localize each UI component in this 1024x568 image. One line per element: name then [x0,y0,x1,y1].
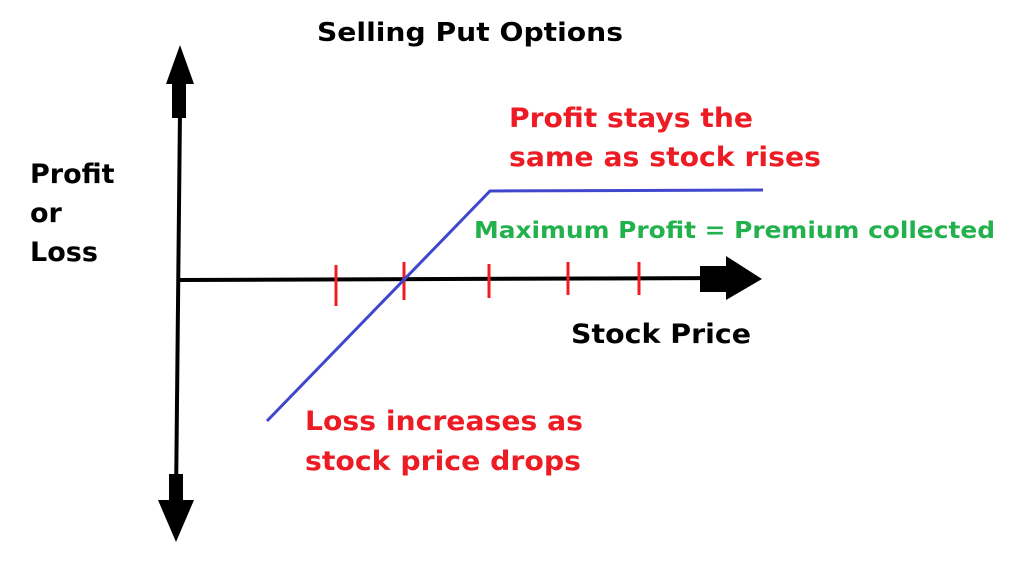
svg-text:stock price drops: stock price drops [305,446,581,477]
svg-text:Profit: Profit [30,159,115,190]
annotation-profit-flat: Profit stays the same as stock rises [509,103,821,173]
payoff-line [265,188,764,423]
svg-text:Loss increases as: Loss increases as [305,406,583,437]
svg-text:same as stock rises: same as stock rises [509,142,821,173]
x-axis [177,256,762,300]
diagram-title: Selling Put Options [317,18,623,48]
x-axis-label: Stock Price [571,319,751,350]
svg-text:Loss: Loss [30,237,98,268]
svg-text:Profit stays the: Profit stays the [509,103,753,134]
y-axis [158,45,194,542]
annotation-loss: Loss increases as stock price drops [305,406,583,477]
svg-text:or: or [30,198,63,229]
x-axis-ticks [334,262,641,306]
y-axis-label: Profit or Loss [30,159,115,268]
arrow-down-icon [158,500,194,542]
annotation-max-profit: Maximum Profit = Premium collected [474,218,995,244]
arrow-up-icon [166,45,194,84]
arrow-right-icon [726,256,762,300]
